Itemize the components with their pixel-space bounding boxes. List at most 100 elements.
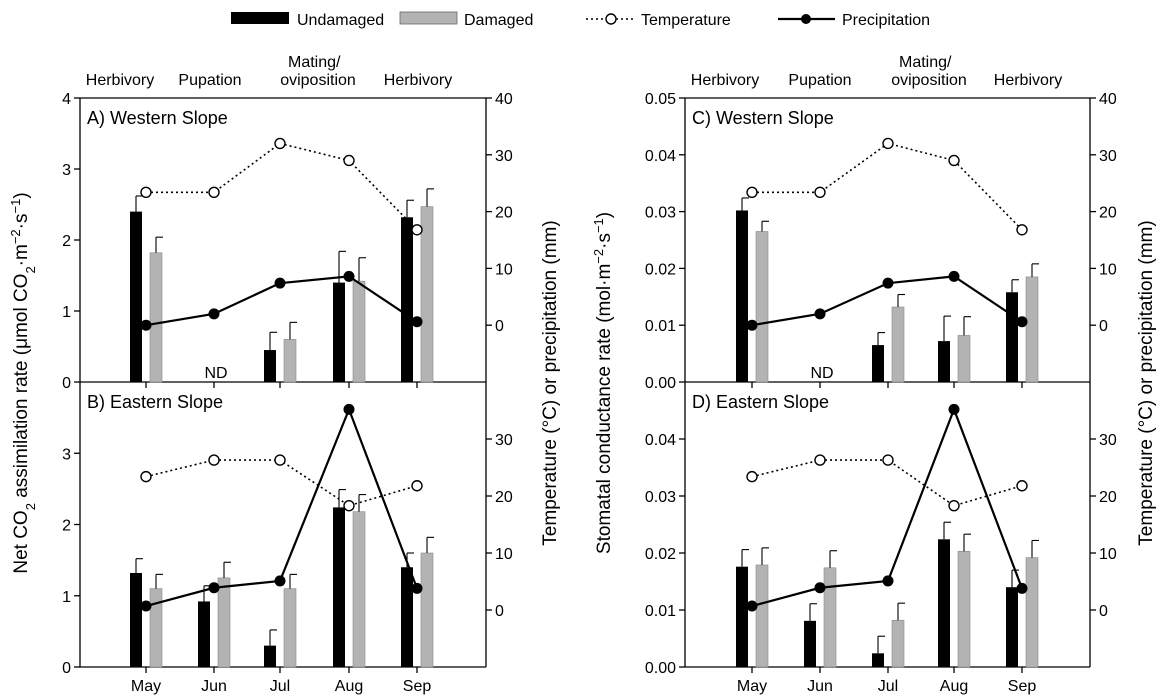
y2-tick-label: 30: [1099, 148, 1117, 165]
damaged-bar: [420, 206, 434, 383]
y-tick-label: 0.00: [645, 660, 676, 677]
undamaged-bar: [264, 350, 276, 382]
axis-title-part: Net CO: [11, 510, 32, 573]
temperature-point: [274, 454, 286, 466]
temperature-point: [140, 470, 152, 483]
y-tick-label: 0.02: [645, 261, 676, 278]
y2-tick-label: 40: [1099, 91, 1117, 108]
phase-label: Mating/: [899, 54, 952, 71]
precipitation-point: [274, 575, 286, 587]
temperature-point: [948, 154, 960, 167]
y2-tick-label: 10: [495, 261, 513, 278]
undamaged-bar: [1006, 587, 1018, 667]
damaged-bar: [352, 511, 366, 668]
phase-label: Herbivory: [994, 72, 1062, 89]
y-tick-label: 0: [62, 375, 71, 392]
y2-tick-label: 30: [1099, 432, 1117, 449]
right-chart-right-axis-title: Temperature (°C) or precipitation (mm): [1136, 220, 1157, 545]
undamaged-bar: [872, 653, 884, 667]
undamaged-bar: [872, 345, 884, 382]
x-tick-label: Aug: [335, 678, 363, 695]
axis-title-part: −2: [591, 249, 606, 264]
undamaged-bar: [198, 601, 210, 667]
panel-3: 0.00 0.01 0.02 0.03 0.04 0.05 0 10 20 30 40 C) West…: [645, 54, 1117, 392]
undamaged-bar: [333, 507, 345, 667]
temperature-point: [882, 137, 894, 150]
temperature-line: [146, 142, 418, 231]
temperature-point: [208, 186, 220, 198]
y-tick-label: 0.01: [645, 318, 676, 335]
undamaged-bar: [736, 566, 748, 667]
temperature-point: [411, 480, 423, 492]
panel-title: A) Western Slope: [87, 108, 228, 128]
temperature-point: [1016, 224, 1028, 236]
y-tick-label: 2: [62, 518, 71, 535]
nd-label: ND: [810, 365, 833, 382]
phase-label: oviposition: [280, 72, 356, 89]
undamaged-bar: [401, 217, 413, 382]
left-y-axis-title: Net CO2 assimilation rate (μmol CO2·m−2·…: [8, 192, 38, 573]
damaged-bar: [957, 550, 971, 668]
precipitation-point: [140, 319, 152, 331]
legend-undamaged-label: Undamaged: [297, 12, 384, 29]
temperature-point: [746, 470, 758, 483]
axis-title-part: Stomatal conductance rate (mol·m: [594, 264, 615, 554]
left-chart-right-axis-title: Temperature (°C) or precipitation (mm): [540, 220, 561, 545]
axis-title-part: −2: [8, 229, 23, 244]
phase-label: oviposition: [891, 72, 967, 89]
y2-tick-label: 30: [495, 432, 513, 449]
undamaged-bar: [130, 572, 142, 667]
undamaged-bar: [736, 210, 748, 382]
precipitation-point: [343, 270, 355, 282]
undamaged-bar: [938, 539, 950, 667]
precipitation-point: [208, 308, 220, 320]
precipitation-point: [343, 403, 355, 415]
legend-undamaged-swatch: [231, 12, 289, 24]
undamaged-bar: [264, 645, 276, 667]
y-tick-label: 0.00: [645, 375, 676, 392]
legend: Undamaged Damaged Temperature Precipitat…: [231, 11, 930, 29]
precipitation-point: [948, 270, 960, 282]
temperature-line: [751, 459, 1023, 507]
y-tick-label: 0: [62, 660, 71, 677]
damaged-bar: [755, 564, 769, 668]
precipitation-point: [411, 582, 423, 594]
y-tick-label: 0.04: [645, 432, 676, 449]
damaged-bar: [823, 567, 837, 668]
temperature-point: [208, 454, 220, 466]
damaged-bar: [149, 252, 163, 383]
precipitation-point: [882, 277, 894, 289]
precipitation-point: [411, 316, 423, 328]
y-tick-label: 0.01: [645, 603, 676, 620]
y2-tick-label: 0: [495, 318, 504, 335]
damaged-bar: [957, 335, 971, 383]
phase-label: Herbivory: [86, 72, 154, 89]
y2-tick-label: 20: [1099, 489, 1117, 506]
axis-title-part: ·s: [11, 214, 32, 230]
x-tick-label: Jun: [201, 678, 227, 695]
y2-tick-label: 20: [1099, 205, 1117, 222]
axis-title-part: 2: [23, 266, 38, 273]
precipitation-point: [1016, 316, 1028, 328]
y-tick-label: 3: [62, 162, 71, 179]
precipitation-point: [814, 582, 826, 594]
undamaged-bar: [333, 282, 345, 382]
precipitation-point: [746, 319, 758, 331]
undamaged-bar: [401, 567, 413, 667]
temperature-point: [746, 186, 758, 198]
temperature-point: [814, 186, 826, 198]
temperature-point: [1016, 480, 1028, 492]
axis-title-part: ·m: [11, 244, 32, 266]
y2-tick-label: 30: [495, 148, 513, 165]
x-tick-label: May: [737, 678, 767, 695]
precipitation-point: [1016, 582, 1028, 594]
temperature-point: [948, 499, 960, 512]
y2-tick-label: 10: [1099, 546, 1117, 563]
legend-temperature-label: Temperature: [641, 12, 731, 29]
y-tick-label: 0.04: [645, 148, 676, 165]
panel-title: D) Eastern Slope: [692, 392, 829, 412]
x-tick-label: Sep: [1008, 678, 1037, 695]
phase-label: Pupation: [788, 72, 851, 89]
axis-title-part: 2: [23, 503, 38, 510]
